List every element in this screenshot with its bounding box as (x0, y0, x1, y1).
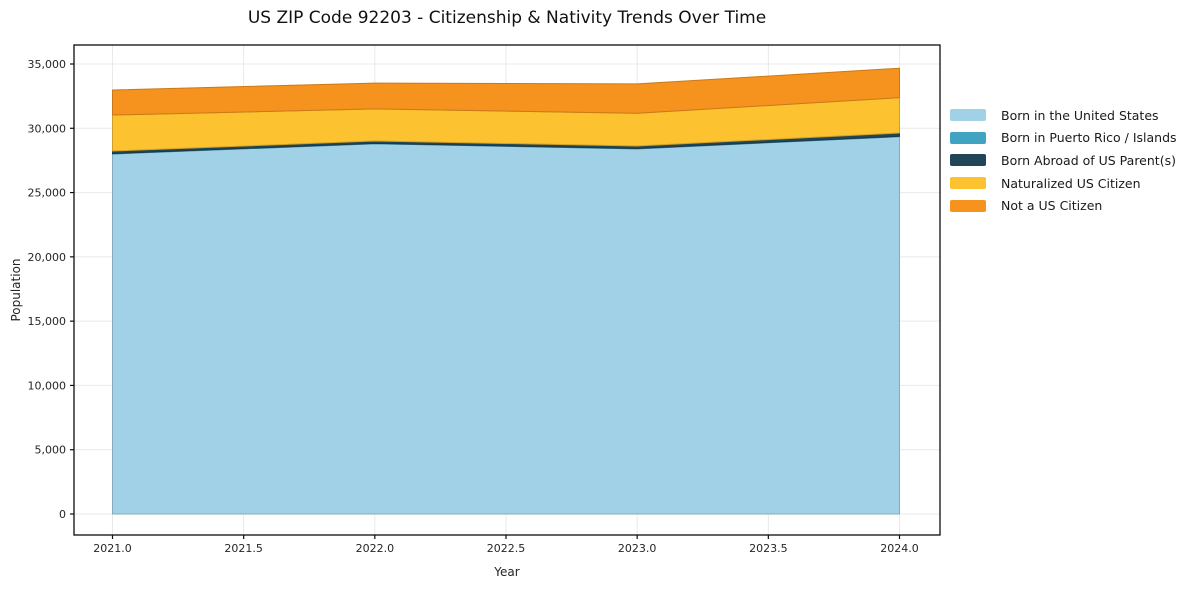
legend-item: Born Abroad of US Parent(s) (950, 149, 1177, 172)
legend-item: Not a US Citizen (950, 194, 1177, 217)
x-tick-label: 2022.5 (487, 542, 526, 555)
plot-border (73, 44, 941, 536)
x-axis-label: Year (494, 565, 520, 579)
y-tick-label: 25,000 (28, 187, 67, 200)
legend-item: Born in the United States (950, 104, 1177, 127)
legend-label: Not a US Citizen (1001, 198, 1103, 214)
y-tick-label: 30,000 (28, 122, 67, 135)
area-band (112, 136, 900, 515)
x-tick-label: 2024.0 (880, 542, 919, 555)
y-tick-label: 0 (59, 508, 66, 521)
y-tick-label: 10,000 (28, 379, 67, 392)
legend-item: Naturalized US Citizen (950, 172, 1177, 195)
x-tick-label: 2023.0 (618, 542, 657, 555)
axis-ticks (70, 63, 901, 539)
legend-swatch (950, 177, 986, 190)
y-tick-label: 15,000 (28, 315, 67, 328)
legend-label: Born in Puerto Rico / Islands (1001, 130, 1177, 146)
chart-title: US ZIP Code 92203 - Citizenship & Nativi… (247, 8, 767, 28)
x-tick-label: 2021.5 (224, 542, 263, 555)
legend-label: Born in the United States (1001, 107, 1159, 123)
area-series (112, 67, 900, 515)
y-tick-label: 20,000 (28, 251, 67, 264)
legend-swatch (950, 109, 986, 122)
y-tick-label: 5,000 (35, 444, 67, 457)
area-band (112, 67, 900, 116)
x-tick-label: 2022.0 (356, 542, 395, 555)
legend-label: Naturalized US Citizen (1001, 175, 1141, 191)
legend-swatch (950, 131, 986, 144)
x-tick-label: 2021.0 (93, 542, 132, 555)
chart-legend: Born in the United States Born in Puerto… (950, 104, 1177, 217)
x-tick-label: 2023.5 (749, 542, 788, 555)
tick-labels: 0 5,000 10,000 15,000 20,000 25,000 30,000 35,0… (28, 58, 919, 555)
y-tick-label: 35,000 (28, 58, 67, 71)
legend-item: Born in Puerto Rico / Islands (950, 127, 1177, 150)
legend-label: Born Abroad of US Parent(s) (1001, 152, 1176, 168)
legend-swatch (950, 154, 986, 167)
legend-swatch (950, 199, 986, 212)
